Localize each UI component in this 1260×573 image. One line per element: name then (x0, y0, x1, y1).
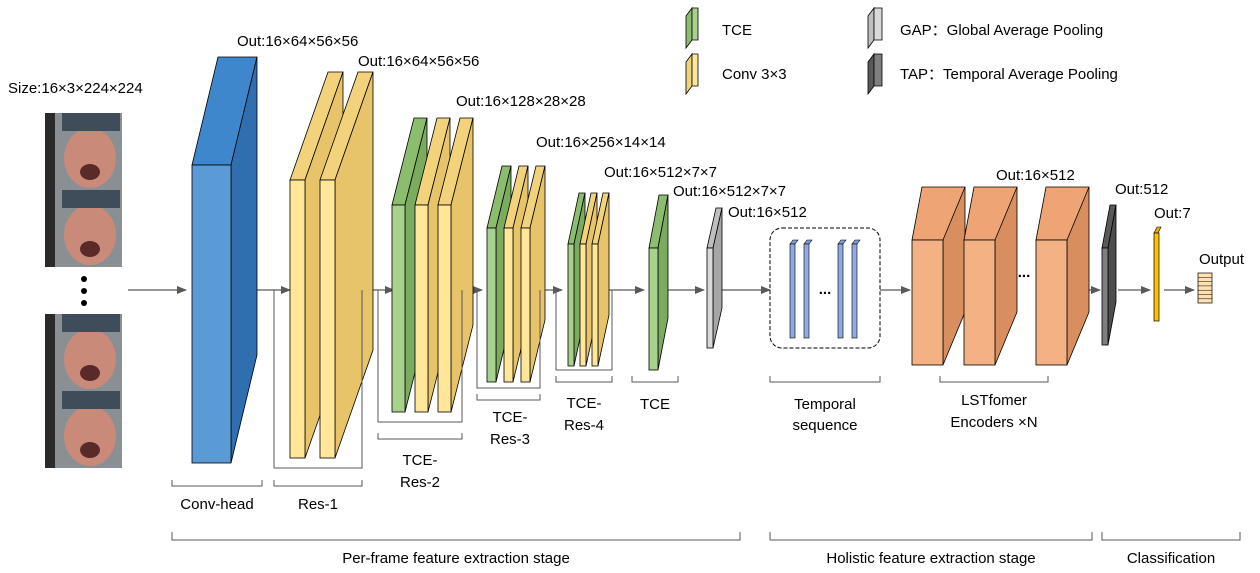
gap-output-label: Out:16×512 (728, 204, 807, 221)
lstformer-output-label: Out:16×512 (996, 167, 1075, 184)
conv3x3-layer (591, 192, 610, 367)
face-frame (45, 190, 122, 267)
fc-output-label: Out:7 (1154, 205, 1191, 222)
tap-output-label: Out:512 (1115, 181, 1168, 198)
face-frame (45, 391, 122, 468)
res4-label-line2: Res-4 (564, 417, 604, 434)
res4-label-line1: TCE- (567, 395, 602, 412)
tce-label: TCE (640, 396, 670, 413)
temporal-label-line2: sequence (792, 417, 857, 434)
face-frame (45, 314, 122, 391)
res1-output-label: Out:16×64×56×56 (358, 53, 479, 70)
face-frame (45, 113, 122, 190)
sequence-token (837, 239, 847, 339)
conv3x3-layer (520, 165, 546, 383)
res3-output-label: Out:16×256×14×14 (536, 134, 666, 151)
gap-block: Out:16×512 (706, 204, 807, 349)
residual-connection (476, 290, 541, 389)
residual-connection (555, 290, 613, 371)
ellipsis-dots (81, 276, 87, 306)
legend-gap-label: GAP：Global Average Pooling (900, 22, 1103, 39)
conv3x3-layer (437, 117, 474, 413)
holistic-stage-label: Holistic feature extraction stage (826, 550, 1035, 567)
legend-tce-label: TCE (722, 22, 752, 39)
legend-tap: TAP：Temporal Average Pooling (867, 52, 1118, 96)
fc-block: Out:7 (1153, 205, 1191, 322)
sequence-ellipsis: ... (819, 281, 832, 298)
tap-block: Out:512 (1101, 181, 1168, 346)
res1-block: Out:16×64×56×56 (273, 53, 479, 469)
residual-connection (273, 290, 363, 469)
input-frames: Size:16×3×224×224 (8, 80, 143, 468)
legend-tap-label: TAP：Temporal Average Pooling (900, 66, 1118, 83)
input-size-label: Size:16×3×224×224 (8, 80, 143, 97)
encoder-layer (1035, 186, 1090, 366)
sequence-token (789, 239, 799, 339)
per-frame-stage-label: Per-frame feature extraction stage (342, 550, 570, 567)
temporal-sequence-box (769, 227, 881, 349)
block-brackets (171, 376, 1049, 487)
lstformer-label-line1: LSTfomer (961, 392, 1027, 409)
residual-connection (377, 290, 463, 423)
lstformer-encoders: ... Out:16×512 (911, 167, 1090, 366)
res3-label-line2: Res-3 (490, 431, 530, 448)
tce-res3-block: Out:16×256×14×14 (476, 134, 666, 389)
block-labels: Conv-head Res-1 TCE- Res-2 TCE- Res-3 TC… (180, 392, 1037, 513)
conv-head-label: Conv-head (180, 496, 253, 513)
tce-res2-block: Out:16×128×28×28 (377, 93, 586, 423)
res2-label-line1: TCE- (403, 452, 438, 469)
res4-output-label: Out:16×512×7×7 (604, 164, 717, 181)
legend-gap: GAP：Global Average Pooling (867, 6, 1103, 50)
legend: TCE Conv 3×3 GAP：Global Average Pooling … (685, 6, 1118, 96)
encoder-layer (963, 186, 1018, 366)
legend-tce: TCE (685, 6, 752, 50)
sequence-token (851, 239, 861, 339)
conv3x3-layer (319, 71, 374, 459)
encoder-layer (911, 186, 966, 366)
tce-res4-block: Out:16×512×7×7 (555, 164, 717, 371)
temporal-sequence: ... (769, 227, 881, 349)
legend-conv: Conv 3×3 (685, 52, 787, 96)
lstformer-label-line2: Encoders ×N (950, 414, 1037, 431)
res1-label: Res-1 (298, 496, 338, 513)
stage-brackets (171, 532, 1241, 541)
temporal-label-line1: Temporal (794, 396, 856, 413)
conv-head-output-label: Out:16×64×56×56 (237, 33, 358, 50)
res2-output-label: Out:16×128×28×28 (456, 93, 586, 110)
sequence-token (803, 239, 813, 339)
output-label: Output (1199, 251, 1245, 268)
res2-label-line2: Res-2 (400, 474, 440, 491)
encoder-ellipsis: ... (1018, 264, 1031, 281)
classification-stage-label: Classification (1127, 550, 1215, 567)
tce-output-label: Out:16×512×7×7 (673, 183, 786, 200)
conv-head-block: Out:16×64×56×56 (191, 33, 358, 464)
res3-label-line1: TCE- (493, 409, 528, 426)
legend-conv-label: Conv 3×3 (722, 66, 787, 83)
output-vector: Output (1197, 251, 1245, 304)
stage-labels: Per-frame feature extraction stage Holis… (342, 550, 1215, 567)
tce-block: Out:16×512×7×7 (648, 183, 786, 371)
